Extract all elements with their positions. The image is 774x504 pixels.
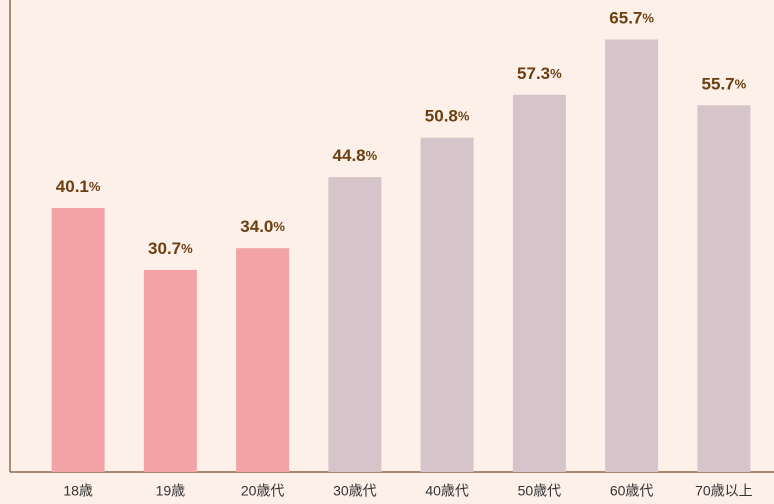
value-label: 57.3% xyxy=(517,64,562,83)
bar xyxy=(236,248,290,472)
x-tick-label: 70歳以上 xyxy=(695,483,753,499)
value-label: 34.0% xyxy=(240,218,285,237)
bar xyxy=(697,105,751,472)
bar xyxy=(512,94,566,472)
bar xyxy=(328,177,382,473)
value-label: 44.8% xyxy=(333,147,378,166)
x-tick-label: 60歳代 xyxy=(610,483,654,499)
x-tick-label: 50歳代 xyxy=(518,483,562,499)
value-label: 40.1% xyxy=(56,178,101,197)
x-tick-label: 20歳代 xyxy=(241,483,285,499)
bar xyxy=(420,137,474,472)
value-label: 55.7% xyxy=(702,75,747,94)
x-tick-label: 30歳代 xyxy=(333,483,377,499)
x-tick-label: 18歳 xyxy=(63,483,93,499)
bar xyxy=(143,269,197,472)
bar xyxy=(51,208,105,472)
bar xyxy=(605,39,659,472)
x-tick-label: 19歳 xyxy=(156,483,186,499)
x-tick-label: 40歳代 xyxy=(425,483,469,499)
value-label: 30.7% xyxy=(148,239,193,258)
value-label: 65.7% xyxy=(609,9,654,28)
value-label: 50.8% xyxy=(425,107,470,126)
